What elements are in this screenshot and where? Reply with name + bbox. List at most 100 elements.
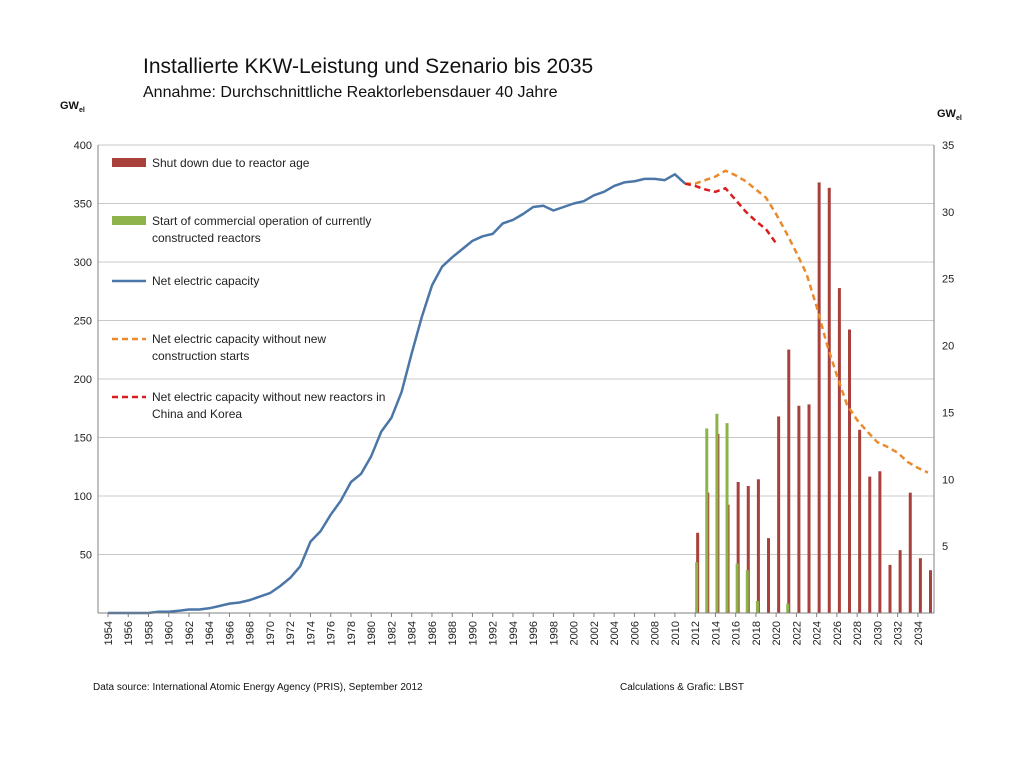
y-left-tick-label: 400	[74, 140, 92, 152]
legend-label: Net electric capacity without new reacto…	[152, 390, 385, 404]
y-left-tick-label: 250	[74, 316, 92, 328]
y-left-unit-label: GWel	[60, 100, 85, 114]
legend-label: Net electric capacity without new	[152, 332, 326, 346]
x-tick-label: 1988	[447, 621, 459, 645]
x-tick-label: 2010	[670, 621, 682, 645]
x-tick-label: 2024	[812, 621, 824, 645]
legend-label: Start of commercial operation of current…	[152, 214, 371, 228]
start-bar	[755, 600, 759, 613]
shutdown-bar	[898, 550, 902, 613]
x-tick-label: 1980	[366, 621, 378, 645]
x-tick-label: 2012	[690, 621, 702, 645]
shutdown-bar	[929, 570, 932, 613]
shutdown-bar	[878, 471, 882, 613]
shutdown-bar	[807, 404, 811, 613]
x-tick-label: 1994	[508, 621, 520, 645]
shutdown-bar	[756, 479, 760, 613]
no-china-korea-line	[684, 182, 778, 245]
legend-label: China and Korea	[152, 407, 242, 421]
x-tick-label: 2032	[893, 621, 905, 645]
y-left-tick-label: 200	[74, 374, 92, 386]
x-tick-label: 1964	[204, 621, 216, 645]
y-left-tick-label: 100	[74, 491, 92, 503]
start-bar	[705, 428, 709, 613]
y-right-tick-label: 20	[942, 341, 954, 353]
x-tick-label: 2018	[751, 621, 763, 645]
x-tick-label: 1960	[164, 621, 176, 645]
x-tick-label: 1962	[184, 621, 196, 645]
y-left-tick-label: 50	[80, 550, 92, 562]
shutdown-bar	[787, 349, 791, 613]
shutdown-bar	[858, 429, 862, 613]
x-tick-label: 1972	[285, 621, 297, 645]
y-left-tick-label: 350	[74, 199, 92, 211]
start-bar	[786, 603, 790, 613]
x-tick-label: 2034	[913, 621, 925, 645]
shutdown-bar	[868, 476, 872, 613]
x-tick-label: 2020	[771, 621, 783, 645]
x-tick-label: 1968	[245, 621, 257, 645]
shutdown-bar	[827, 187, 831, 613]
shutdown-bar	[746, 485, 750, 613]
x-tick-label: 2016	[731, 621, 743, 645]
data-source-note: Data source: International Atomic Energy…	[93, 682, 423, 693]
y-right-unit-label: GWel	[937, 108, 962, 122]
y-left-unit-label-subscript: el	[79, 107, 85, 114]
x-tick-label: 2000	[569, 621, 581, 645]
shutdown-bar	[797, 405, 801, 613]
y-right-unit-label-subscript: el	[956, 115, 962, 122]
y-left-tick-label: 150	[74, 433, 92, 445]
x-tick-label: 1984	[407, 621, 419, 645]
start-bar	[715, 413, 719, 613]
y-right-tick-label: 10	[942, 474, 954, 486]
shutdown-bar	[767, 538, 771, 613]
x-tick-label: 2030	[872, 621, 884, 645]
x-tick-label: 1956	[123, 621, 135, 645]
shutdown-bar	[736, 481, 740, 613]
gridlines	[98, 144, 934, 555]
start-bar	[725, 423, 729, 613]
shutdown-bar	[817, 182, 821, 613]
y-right-tick-label: 25	[942, 274, 954, 286]
legend-swatch	[112, 216, 146, 225]
legend-label: constructed reactors	[152, 231, 261, 245]
bar-series	[695, 182, 932, 613]
x-tick-label: 1992	[488, 621, 500, 645]
x-tick-label: 1982	[386, 621, 398, 645]
chart-subtitle: Annahme: Durchschnittliche Reaktorlebens…	[143, 84, 558, 101]
line-series	[108, 169, 929, 615]
x-tick-label: 1974	[305, 621, 317, 645]
legend-label: construction starts	[152, 349, 249, 363]
x-tick-label: 1958	[143, 621, 155, 645]
start-bar	[745, 570, 749, 613]
x-tick-label: 1970	[265, 621, 277, 645]
credits-note: Calculations & Grafic: LBST	[620, 682, 744, 693]
x-tick-label: 2008	[650, 621, 662, 645]
y-left-tick-label: 300	[74, 257, 92, 269]
x-tick-label: 2028	[852, 621, 864, 645]
x-tick-label: 1976	[326, 621, 338, 645]
shutdown-bar	[918, 558, 922, 613]
y-right-tick-label: 35	[942, 140, 954, 152]
x-tick-label: 2006	[629, 621, 641, 645]
shutdown-bar	[848, 329, 852, 613]
x-tick-label: 2004	[609, 621, 621, 645]
x-tick-label: 2014	[710, 621, 722, 645]
x-tick-label: 1966	[224, 621, 236, 645]
net-capacity-line	[108, 173, 686, 615]
shutdown-bar	[888, 564, 892, 613]
legend-label: Shut down due to reactor age	[152, 156, 310, 170]
shutdown-bar	[777, 416, 781, 613]
y-right-tick-label: 5	[942, 541, 948, 553]
y-right-tick-label: 30	[942, 207, 954, 219]
shutdown-bar	[837, 288, 841, 613]
axes: 50 100 150 200 250 300 350 400 5 10 15 20 25 30 35 1954…	[60, 100, 962, 645]
x-tick-label: 1978	[346, 621, 358, 645]
legend-label: Net electric capacity	[152, 274, 259, 288]
x-tick-label: 1954	[103, 621, 115, 645]
start-bar	[735, 563, 739, 613]
x-tick-label: 2026	[832, 621, 844, 645]
no-new-construction-line	[685, 169, 929, 474]
